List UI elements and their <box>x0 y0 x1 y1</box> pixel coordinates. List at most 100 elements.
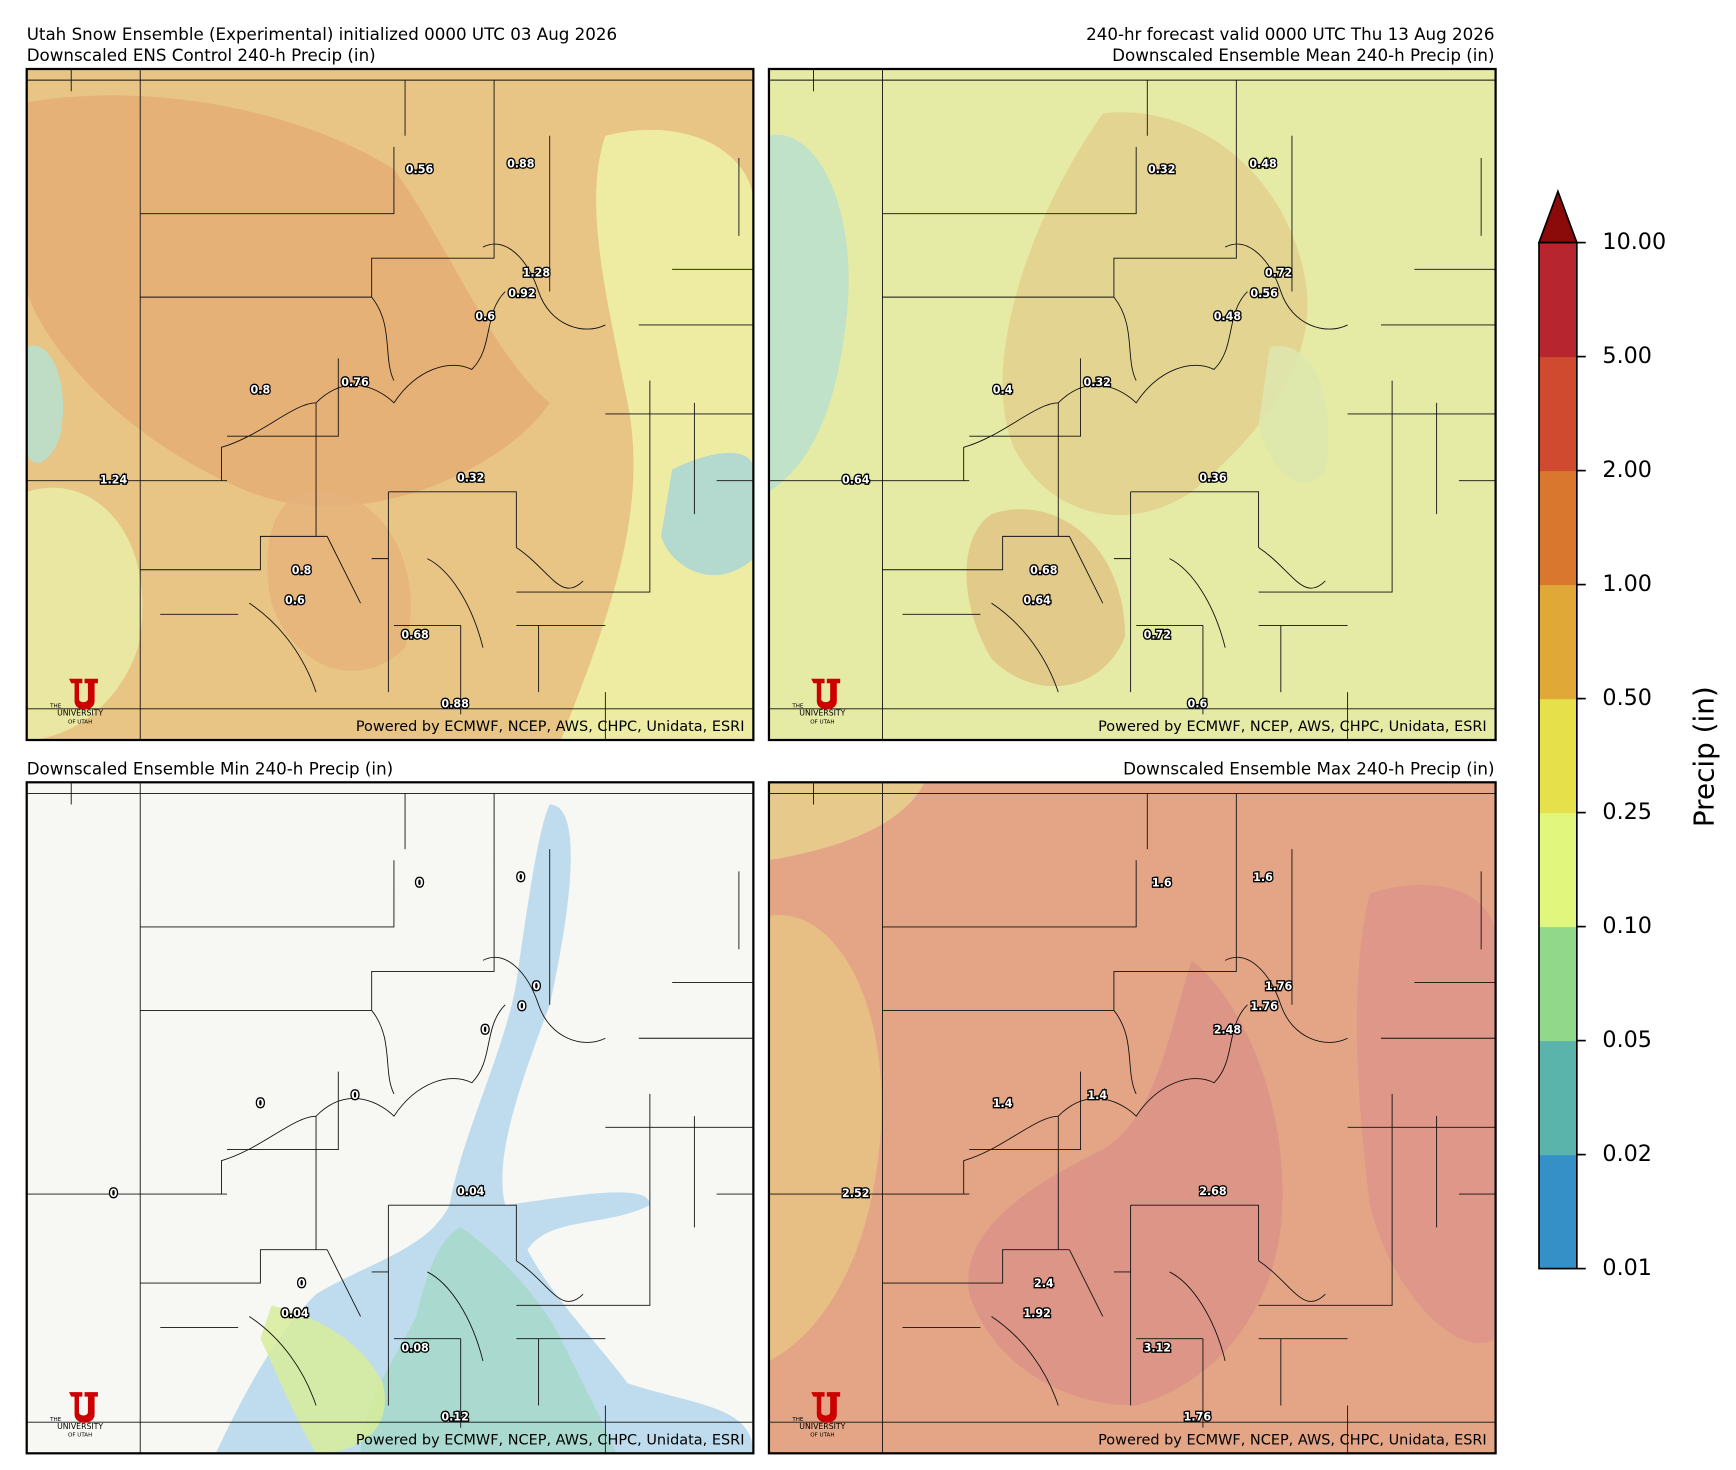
logo-text: UNIVERSITY <box>57 1422 103 1431</box>
precip-area <box>26 345 64 463</box>
precip-area <box>560 129 754 741</box>
point-label: 0.36 <box>1199 472 1227 485</box>
logo-text: OF UTAH <box>68 719 92 725</box>
colorbar-segment <box>1539 1154 1577 1270</box>
point-label: 1.24 <box>100 474 128 487</box>
point-label: 1.6 <box>1152 877 1172 890</box>
precip-area <box>768 914 882 1361</box>
point-label: 2.4 <box>1034 1277 1054 1290</box>
point-label: 0.04 <box>457 1185 485 1198</box>
point-label: 1.76 <box>1265 980 1293 993</box>
point-label: 2.52 <box>842 1187 869 1200</box>
point-label: 0.56 <box>1250 287 1278 300</box>
point-label: 2.68 <box>1199 1185 1227 1198</box>
point-label: 0.72 <box>1265 267 1292 280</box>
point-label: 0.32 <box>457 472 484 485</box>
point-label: 0.4 <box>993 384 1013 397</box>
point-label: 3.12 <box>1144 1342 1171 1355</box>
panel-title: Downscaled Ensemble Max 240-h Precip (in… <box>1123 760 1494 779</box>
colorbar-tick-label: 0.10 <box>1602 913 1652 939</box>
colorbar-label: Precip (in) <box>1688 686 1721 827</box>
point-label: 0.92 <box>508 287 535 300</box>
logo-text: OF UTAH <box>68 1433 92 1439</box>
colorbar-segment <box>1539 698 1577 814</box>
point-label: 0 <box>518 1000 526 1013</box>
colorbar-tick-label: 10.00 <box>1602 229 1666 255</box>
precip-area <box>260 1305 385 1454</box>
point-label: 1.4 <box>1087 1089 1107 1102</box>
point-label: 2.48 <box>1214 1023 1242 1036</box>
precip-area <box>768 782 925 861</box>
precip-area <box>360 1227 617 1454</box>
point-label: 0.76 <box>341 376 369 389</box>
precip-area <box>661 452 754 576</box>
point-label: 0 <box>257 1097 265 1110</box>
point-label: 0.8 <box>251 384 271 397</box>
point-label: 0.48 <box>1214 310 1242 323</box>
point-label: 0 <box>416 877 424 890</box>
logo-text: UNIVERSITY <box>799 1422 845 1431</box>
point-label: 0.88 <box>507 158 535 171</box>
credit: Powered by ECMWF, NCEP, AWS, CHPC, Unida… <box>356 1432 745 1448</box>
point-label: 0.68 <box>401 628 429 641</box>
precip-area <box>768 134 849 492</box>
colorbar-tick-label: 1.00 <box>1602 571 1652 597</box>
point-label: 0 <box>517 871 525 884</box>
credit: Powered by ECMWF, NCEP, AWS, CHPC, Unida… <box>356 719 745 735</box>
credit: Powered by ECMWF, NCEP, AWS, CHPC, Unida… <box>1098 1432 1487 1448</box>
point-label: 1.6 <box>1253 871 1273 884</box>
panel-frame <box>25 781 755 1455</box>
panel-frame <box>767 781 1497 1455</box>
point-label: 0.72 <box>1144 628 1171 641</box>
county-borders <box>768 782 1496 1454</box>
panel-title: Downscaled Ensemble Min 240-h Precip (in… <box>27 760 393 779</box>
point-label: 0.56 <box>406 163 434 176</box>
colorbar-tick-label: 0.01 <box>1602 1255 1652 1281</box>
point-label: 0.6 <box>475 310 495 323</box>
point-label: 1.28 <box>523 267 551 280</box>
point-label: 0 <box>351 1089 359 1102</box>
colorbar: 0.01 0.02 0.05 0.10 0.25 0.50 1.00 2.00 5.00 10.0… <box>1537 188 1721 1281</box>
point-label: 0.12 <box>441 1411 468 1424</box>
precip-area <box>267 490 411 671</box>
colorbar-tick-label: 5.00 <box>1602 343 1652 369</box>
logo-text: THE <box>791 1417 804 1423</box>
point-label: 0 <box>533 980 541 993</box>
point-label: 0.88 <box>441 697 469 710</box>
point-label: 0.64 <box>1023 594 1051 607</box>
county-borders <box>26 782 754 1454</box>
colorbar-segment <box>1539 356 1577 472</box>
point-label: 0.32 <box>1084 376 1111 389</box>
colorbar-segment <box>1539 926 1577 1042</box>
point-label: 0 <box>298 1277 306 1290</box>
colorbar-tick-label: 0.05 <box>1602 1027 1652 1053</box>
logo-text: OF UTAH <box>810 1433 834 1439</box>
point-label: 1.4 <box>993 1097 1013 1110</box>
county-borders <box>768 68 1496 741</box>
panel-frame <box>767 67 1497 742</box>
precip-area <box>1357 884 1496 1344</box>
point-label: 0.6 <box>285 594 305 607</box>
colorbar-extend <box>1537 188 1579 244</box>
colorbar-segment <box>1539 812 1577 928</box>
precip-area <box>1002 112 1308 516</box>
logo-text: THE <box>49 1417 62 1423</box>
colorbar-tick-label: 2.00 <box>1602 457 1652 483</box>
point-label: 1.76 <box>1184 1411 1212 1424</box>
colorbar-tick-label: 0.25 <box>1602 799 1652 825</box>
panel-frame <box>25 67 755 742</box>
panel-title: Downscaled ENS Control 240-h Precip (in) <box>27 46 376 65</box>
point-label: 1.92 <box>1023 1307 1050 1320</box>
colorbar-segment <box>1539 1040 1577 1156</box>
point-label: 0 <box>110 1187 118 1200</box>
logo-text: UNIVERSITY <box>57 709 103 718</box>
colorbar-frame <box>1538 241 1578 1270</box>
